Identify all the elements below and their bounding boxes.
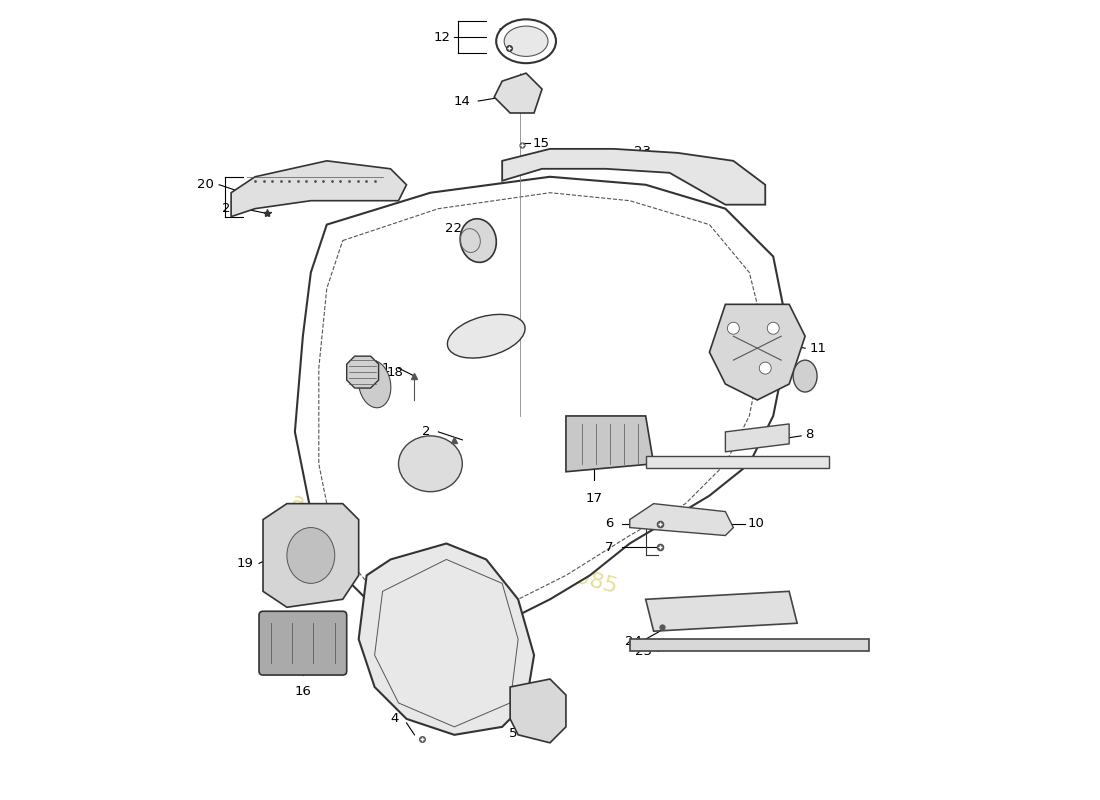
PathPatch shape [359,543,535,735]
Ellipse shape [504,26,548,56]
Ellipse shape [287,527,334,583]
PathPatch shape [710,304,805,400]
Ellipse shape [448,314,525,358]
Text: 22: 22 [446,222,462,235]
PathPatch shape [629,639,869,651]
Text: 25: 25 [635,645,652,658]
Text: 6: 6 [605,517,614,530]
Text: 5: 5 [509,727,518,740]
PathPatch shape [510,679,565,743]
Ellipse shape [460,218,496,262]
Text: 8: 8 [805,428,814,441]
Text: 12: 12 [433,30,450,44]
Text: a passion for parts since 1985: a passion for parts since 1985 [289,490,619,597]
PathPatch shape [646,456,829,468]
Text: 18: 18 [386,366,404,378]
Text: 24: 24 [625,635,641,648]
Ellipse shape [359,360,390,408]
Text: 9: 9 [805,456,814,469]
Text: 20: 20 [197,178,213,191]
Ellipse shape [793,360,817,392]
PathPatch shape [725,424,789,452]
PathPatch shape [494,73,542,113]
Text: 3: 3 [382,657,390,670]
PathPatch shape [629,504,734,535]
Text: 11: 11 [810,342,826,354]
Text: 4: 4 [390,712,398,726]
FancyBboxPatch shape [258,611,346,675]
Text: 10: 10 [748,517,764,530]
Text: 17: 17 [585,492,603,505]
Ellipse shape [496,19,556,63]
Text: 21: 21 [222,202,239,215]
Ellipse shape [727,322,739,334]
Ellipse shape [767,322,779,334]
Ellipse shape [398,436,462,492]
PathPatch shape [646,591,798,631]
Text: 2: 2 [422,426,430,438]
PathPatch shape [231,161,407,217]
Text: 15: 15 [532,137,550,150]
Text: 23: 23 [634,145,651,158]
PathPatch shape [503,149,766,205]
PathPatch shape [346,356,378,388]
Text: 1: 1 [382,362,390,374]
Ellipse shape [759,362,771,374]
Text: 19: 19 [236,557,253,570]
Text: 13: 13 [497,26,515,40]
Text: 7: 7 [605,541,614,554]
Text: 14: 14 [453,94,471,107]
PathPatch shape [263,504,359,607]
Text: 16: 16 [295,686,311,698]
PathPatch shape [295,177,789,639]
Text: euroParts: euroParts [311,430,710,498]
PathPatch shape [565,416,653,472]
